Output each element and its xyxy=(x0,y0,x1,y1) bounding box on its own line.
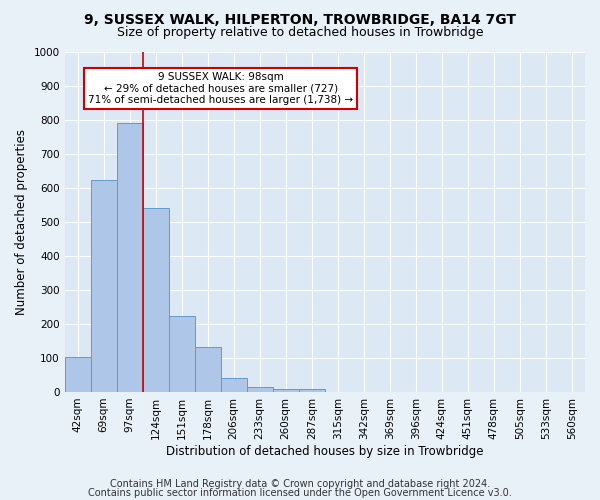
Text: Size of property relative to detached houses in Trowbridge: Size of property relative to detached ho… xyxy=(117,26,483,39)
Bar xyxy=(169,316,194,392)
Text: Contains public sector information licensed under the Open Government Licence v3: Contains public sector information licen… xyxy=(88,488,512,498)
Bar xyxy=(247,386,273,392)
Bar xyxy=(143,208,169,392)
Text: 9 SUSSEX WALK: 98sqm
← 29% of detached houses are smaller (727)
71% of semi-deta: 9 SUSSEX WALK: 98sqm ← 29% of detached h… xyxy=(88,72,353,105)
X-axis label: Distribution of detached houses by size in Trowbridge: Distribution of detached houses by size … xyxy=(166,444,484,458)
Bar xyxy=(65,357,91,392)
Bar xyxy=(299,388,325,392)
Bar xyxy=(116,123,143,392)
Bar xyxy=(221,378,247,392)
Text: 9, SUSSEX WALK, HILPERTON, TROWBRIDGE, BA14 7GT: 9, SUSSEX WALK, HILPERTON, TROWBRIDGE, B… xyxy=(84,12,516,26)
Text: Contains HM Land Registry data © Crown copyright and database right 2024.: Contains HM Land Registry data © Crown c… xyxy=(110,479,490,489)
Y-axis label: Number of detached properties: Number of detached properties xyxy=(15,128,28,314)
Bar xyxy=(273,388,299,392)
Bar xyxy=(194,347,221,392)
Bar xyxy=(91,180,116,392)
